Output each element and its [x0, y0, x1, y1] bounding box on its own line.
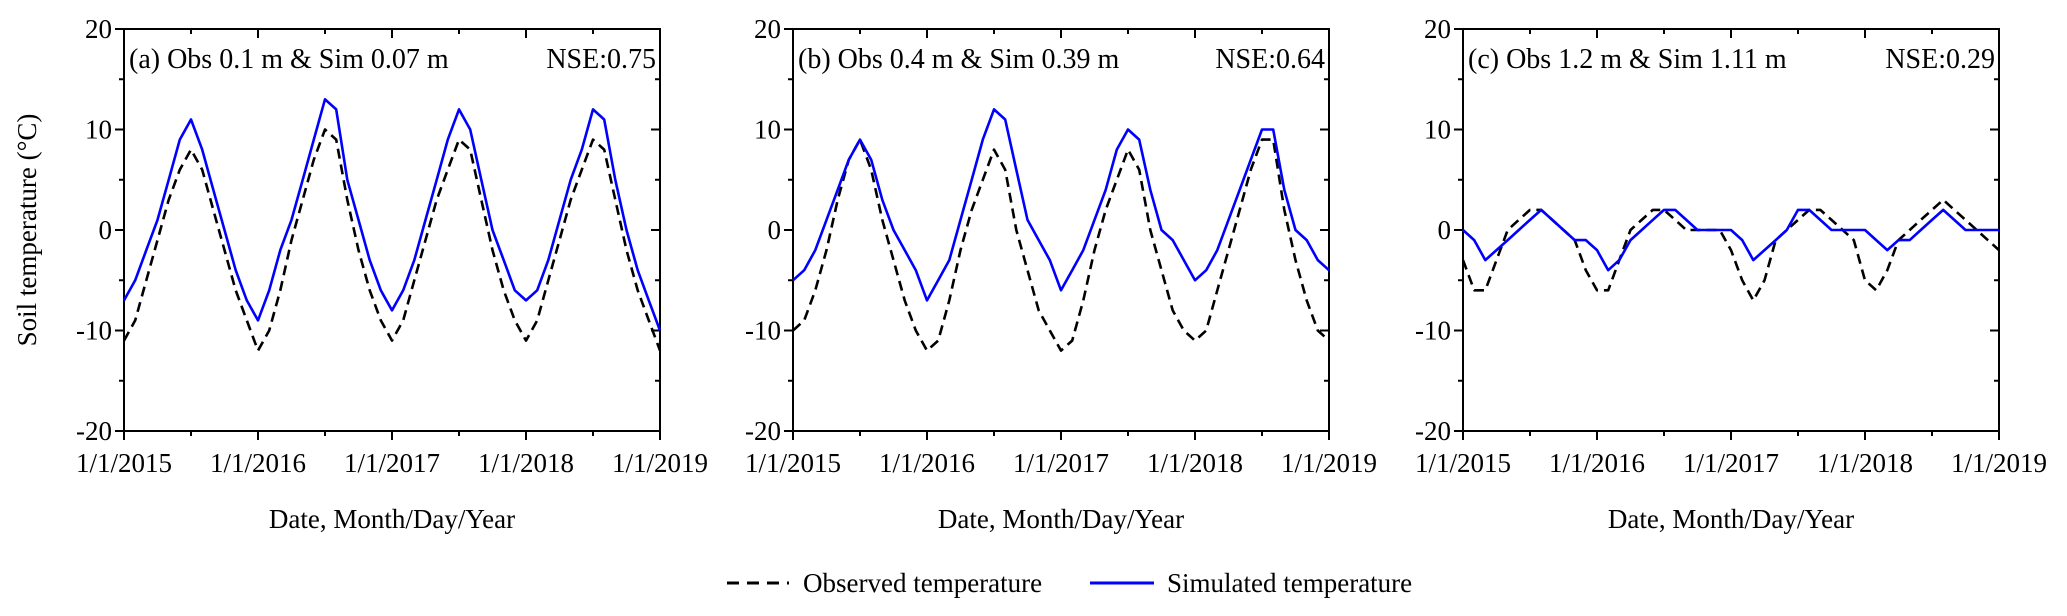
- simulated-temperature-line: [792, 108, 1330, 302]
- y-tick-label: -20: [745, 416, 781, 446]
- x-tick-label: 1/1/2019: [1281, 448, 1377, 478]
- x-tick-label: 1/1/2015: [1415, 448, 1511, 478]
- panel-a: 20 10 0 -10 -201/1/2015 1/1/2016 1/1/2017 1/1/2…: [76, 14, 708, 534]
- x-tick-label: 1/1/2015: [76, 448, 172, 478]
- y-tick-label: -20: [1415, 416, 1451, 446]
- y-tick-label: 10: [754, 115, 781, 145]
- y-tick-label: 0: [1438, 215, 1452, 245]
- plot-frame: [792, 28, 1330, 432]
- legend-simulated-label: Simulated temperature: [1167, 568, 1412, 598]
- x-tick-label: 1/1/2017: [1013, 448, 1109, 478]
- x-axis-title: Date, Month/Day/Year: [1608, 504, 1854, 534]
- nse-annotation: NSE:0.75: [546, 44, 656, 75]
- y-tick-label: 20: [754, 14, 781, 44]
- y-tick-label: 20: [85, 14, 112, 44]
- x-tick-label: 1/1/2019: [1951, 448, 2047, 478]
- x-tick-label: 1/1/2018: [1817, 448, 1913, 478]
- x-tick-label: 1/1/2017: [344, 448, 440, 478]
- x-tick-label: 1/1/2017: [1683, 448, 1779, 478]
- panel-b: 20 10 0 -10 -201/1/2015 1/1/2016 1/1/2017 1/1/2…: [745, 14, 1377, 534]
- observed-temperature-line: [1461, 198, 2000, 302]
- y-tick-label: -20: [76, 416, 112, 446]
- y-tick-label: -10: [745, 316, 781, 346]
- y-tick-label: 10: [1424, 115, 1451, 145]
- nse-annotation: NSE:0.64: [1215, 44, 1325, 75]
- legend: Observed temperature Simulated temperatu…: [727, 568, 1412, 598]
- x-tick-label: 1/1/2016: [879, 448, 975, 478]
- x-tick-label: 1/1/2016: [210, 448, 306, 478]
- x-axis-title: Date, Month/Day/Year: [938, 504, 1184, 534]
- simulated-temperature-line: [122, 98, 662, 331]
- panel-title: (a) Obs 0.1 m & Sim 0.07 m: [129, 44, 449, 75]
- panel-c: 20 10 0 -10 -201/1/2015 1/1/2016 1/1/2017 1/1/2…: [1415, 14, 2047, 534]
- plot-frame: [123, 28, 661, 432]
- y-tick-label: -10: [1415, 316, 1451, 346]
- observed-temperature-line: [792, 138, 1330, 352]
- y-axis-title: Soil temperature (°C): [12, 114, 42, 347]
- y-tick-label: 0: [99, 215, 113, 245]
- panel-title: (c) Obs 1.2 m & Sim 1.11 m: [1468, 44, 1787, 75]
- y-tick-label: 20: [1424, 14, 1451, 44]
- panel-title: (b) Obs 0.4 m & Sim 0.39 m: [798, 44, 1119, 75]
- x-tick-label: 1/1/2018: [478, 448, 574, 478]
- x-tick-label: 1/1/2016: [1549, 448, 1645, 478]
- x-axis-title: Date, Month/Day/Year: [269, 504, 515, 534]
- legend-observed-label: Observed temperature: [803, 568, 1042, 598]
- observed-temperature-line: [122, 128, 662, 352]
- nse-annotation: NSE:0.29: [1885, 44, 1995, 75]
- y-tick-label: -10: [76, 316, 112, 346]
- x-tick-label: 1/1/2019: [612, 448, 708, 478]
- x-tick-label: 1/1/2015: [745, 448, 841, 478]
- y-tick-label: 10: [85, 115, 112, 145]
- simulated-temperature-line: [1462, 208, 1999, 272]
- x-tick-label: 1/1/2018: [1147, 448, 1243, 478]
- y-tick-label: 0: [768, 215, 782, 245]
